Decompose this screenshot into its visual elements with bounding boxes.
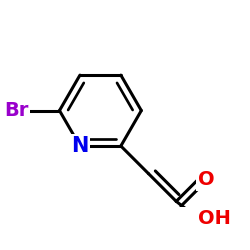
Text: OH: OH [198,209,231,228]
Text: N: N [71,136,89,156]
Text: Br: Br [4,101,28,120]
Text: O: O [198,170,214,189]
